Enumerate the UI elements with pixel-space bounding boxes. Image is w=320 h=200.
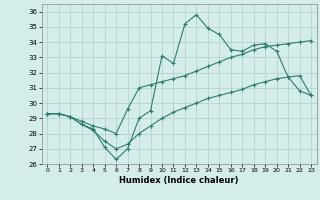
X-axis label: Humidex (Indice chaleur): Humidex (Indice chaleur): [119, 176, 239, 185]
